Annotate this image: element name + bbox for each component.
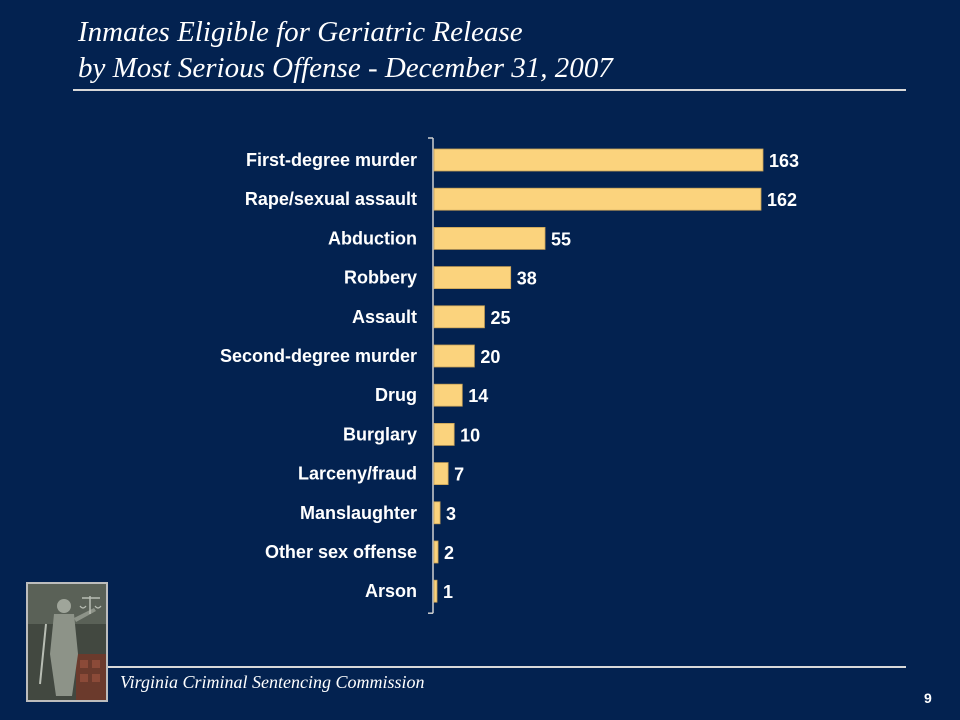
bar-8 — [433, 462, 449, 486]
category-label: Assault — [352, 307, 417, 327]
bar-4 — [433, 305, 485, 329]
footer-organization: Virginia Criminal Sentencing Commission — [120, 672, 425, 692]
value-label: 55 — [551, 229, 571, 249]
category-label: Rape/sexual assault — [245, 189, 417, 209]
slide-title: Inmates Eligible for Geriatric Release b… — [78, 14, 613, 86]
category-label: Second-degree murder — [220, 346, 417, 366]
value-label: 3 — [446, 504, 456, 524]
bar-10 — [433, 540, 439, 564]
title-line-2: by Most Serious Offense - December 31, 2… — [78, 52, 613, 84]
bar-0 — [433, 148, 764, 172]
bar-2 — [433, 226, 546, 250]
bar-1 — [433, 187, 762, 211]
lady-justice-statue-icon — [26, 582, 108, 702]
category-label: Abduction — [328, 228, 417, 248]
value-label: 14 — [468, 386, 488, 406]
value-label: 10 — [460, 425, 480, 445]
category-label: Other sex offense — [265, 542, 417, 562]
value-label: 2 — [444, 543, 454, 563]
footer-divider — [108, 666, 906, 668]
category-label: Arson — [365, 581, 417, 601]
title-line-1: Inmates Eligible for Geriatric Release — [78, 16, 523, 48]
value-label: 7 — [454, 465, 464, 485]
bar-3 — [433, 266, 512, 290]
title-divider — [73, 89, 906, 91]
bar-11 — [433, 579, 438, 603]
category-label: Robbery — [344, 268, 417, 288]
value-label: 38 — [517, 269, 537, 289]
value-label: 162 — [767, 190, 797, 210]
value-label: 25 — [490, 308, 510, 328]
category-label: Larceny/fraud — [298, 464, 417, 484]
category-label: Manslaughter — [300, 503, 417, 523]
value-label: 163 — [769, 151, 799, 171]
bar-5 — [433, 344, 475, 368]
category-label: First-degree murder — [246, 150, 417, 170]
bar-7 — [433, 422, 455, 446]
bar-9 — [433, 501, 441, 525]
bar-6 — [433, 383, 463, 407]
value-label: 1 — [443, 582, 453, 602]
page-number: 9 — [924, 690, 932, 706]
category-label: Drug — [375, 385, 417, 405]
category-label: Burglary — [343, 424, 417, 444]
value-label: 20 — [480, 347, 500, 367]
